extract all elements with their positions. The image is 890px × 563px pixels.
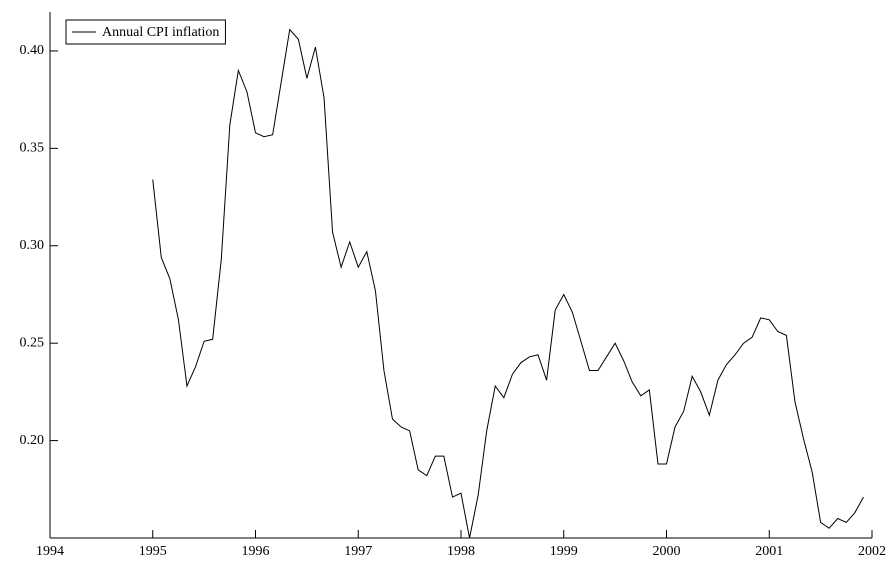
x-tick-label: 1995: [139, 544, 167, 559]
x-tick-label: 1994: [36, 544, 64, 559]
x-tick-label: 2002: [858, 544, 886, 559]
y-tick-label: 0.30: [20, 238, 45, 253]
legend-label: Annual CPI inflation: [102, 25, 219, 40]
y-tick-label: 0.40: [20, 43, 45, 58]
line-series: [152, 28, 864, 539]
x-tick-label: 1999: [550, 544, 578, 559]
y-tick-label: 0.25: [20, 335, 45, 350]
x-tick-label: 2000: [653, 544, 681, 559]
x-tick-label: 1998: [447, 544, 475, 559]
x-tick-label: 1997: [344, 544, 372, 559]
y-tick-label: 0.20: [20, 433, 45, 448]
y-tick-label: 0.35: [20, 141, 45, 156]
x-tick-label: 2001: [755, 544, 783, 559]
x-tick-label: 1996: [242, 544, 270, 559]
